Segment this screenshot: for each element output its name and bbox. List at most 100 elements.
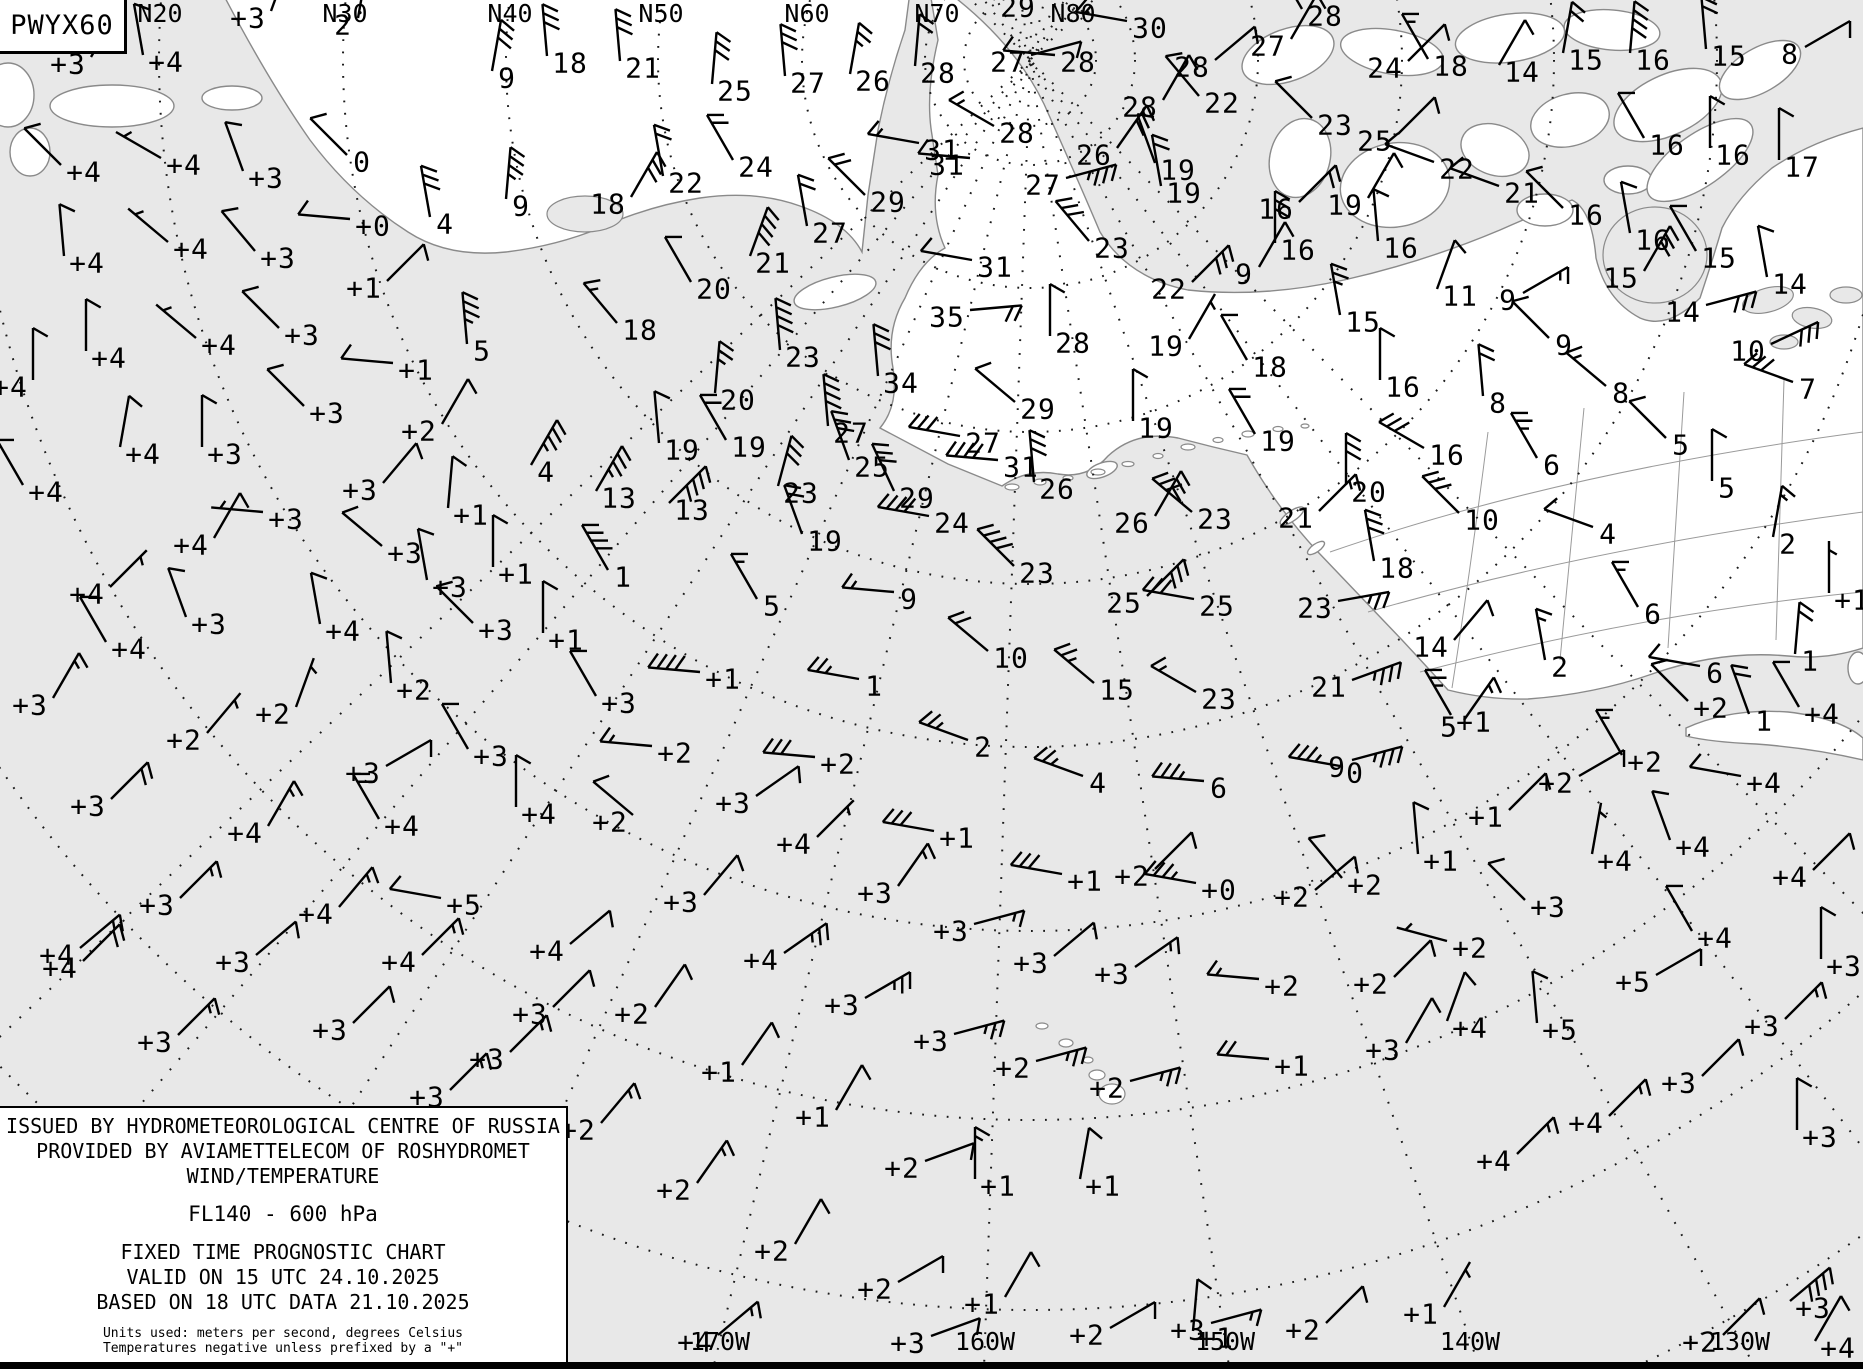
temperature-label: +2 [1538,767,1574,800]
station: +3 [220,207,295,275]
station: 4 [1543,497,1616,551]
wind-barb-staff [1366,152,1396,199]
temperature-label: 24 [934,507,970,540]
station: 15 [1329,262,1380,339]
temperature-label: 2 [1551,651,1569,684]
wind-barb-staff [78,596,108,643]
wind-barb [897,1254,945,1284]
wind-barb-staff [1655,947,1702,977]
wind-barb [1150,656,1197,694]
station: +4 [351,772,419,843]
wind-barb [1650,658,1689,702]
wind-barb-feather [780,739,792,755]
wind-barb-feather [1175,478,1187,495]
station: +2 [995,1046,1088,1085]
wind-barb-feather [972,443,984,459]
station: 23 [1151,471,1232,536]
wind-barb-feather [1486,599,1495,617]
temperature-label: 15 [1603,262,1639,295]
station: +2 [401,378,478,448]
island-bering-2 [49,84,175,128]
temperature-label: +2 [592,806,628,839]
latitude-label: N60 [784,0,829,28]
wind-barb-staff [1372,189,1380,242]
station: 7 [1743,352,1816,406]
temperature-label: 19 [1138,412,1174,445]
wind-barb-feather [1701,5,1719,15]
temperature-label: 19 [1327,189,1363,222]
wind-barb [783,922,830,954]
station: 22 [1164,52,1239,120]
wind-barb-staff [1477,344,1485,397]
temperature-label: +3 [1013,947,1049,980]
wind-barb [1337,590,1391,610]
station: 26 [1114,470,1191,540]
station: +3 [715,765,802,820]
wind-barb [796,173,816,227]
temperature-label: 18 [622,314,658,347]
wind-barb-staff [1289,0,1315,40]
wind-barb-feather [1688,753,1702,768]
wind-barb-feather [1190,831,1198,849]
temperature-label: 27 [1250,30,1286,63]
station: 16 [1273,189,1315,267]
temperature-label: 18 [1252,351,1288,384]
wind-barb-feather [918,710,933,724]
wind-barb-staff [1035,1046,1087,1063]
wind-barb [382,442,424,484]
temperature-label: +2 [401,415,437,448]
wind-barb-feather [907,413,921,428]
wind-barb [663,235,693,283]
station: 27 [1025,163,1118,202]
wind-barb-staff [629,151,659,198]
temperature-label: 31 [977,251,1013,284]
wind-barb-staff [1543,508,1594,529]
station: +1 [346,243,430,305]
station: 25 [1106,558,1190,620]
temperature-label: 26 [855,65,891,98]
wind-barb [1153,470,1191,517]
wind-barb-staff [1397,96,1436,135]
station: 5 [461,291,490,368]
temperature-label: 9 [900,583,918,616]
temperature-label: +2 [1347,869,1383,902]
wind-barb [1033,746,1084,778]
wind-barb-feather [1319,0,1327,10]
wind-barb-staff [705,114,735,161]
wind-barb-staff [774,298,782,351]
wind-barb-feather [725,1139,736,1157]
station: 21 [748,206,790,280]
wind-barb-feather [620,445,632,462]
wind-barb-feather [341,505,359,514]
wind-barb [491,513,509,567]
wind-barb-feather [1165,52,1183,58]
wind-barb-staff [1003,49,1056,57]
wind-barb-feather [858,21,873,35]
wind-barb-staff [1010,863,1063,876]
station: 1 [1730,663,1772,738]
hawaii-island [1035,1022,1049,1030]
station: 35 [929,301,1023,334]
station: 25 [1357,96,1441,158]
wind-barb-staff [1608,1078,1647,1117]
wind-barb-half-feather [1012,912,1017,922]
longitude-label: 130W [1710,1327,1771,1356]
wind-barb-feather [1093,168,1101,186]
wind-barb-staff [1191,1279,1199,1332]
wind-barb-half-feather [1546,1123,1551,1133]
wind-barb [1688,753,1742,778]
wind-barb [580,523,613,571]
station: +4 [155,303,236,362]
temperature-label: +2 [1682,1326,1718,1359]
wind-barb-feather [822,373,840,383]
wind-barb-staff [1054,200,1090,242]
wind-barb-staff [668,465,707,504]
wind-barb [1074,0,1128,23]
wind-barb-half-feather [464,318,474,324]
temperature-label: +4 [111,633,147,666]
temperature-label: 28 [1174,51,1210,84]
station: +4 [1590,802,1632,878]
station: +3 [1013,921,1098,980]
station: 22 [652,123,703,200]
wind-barb-feather [1151,133,1169,142]
